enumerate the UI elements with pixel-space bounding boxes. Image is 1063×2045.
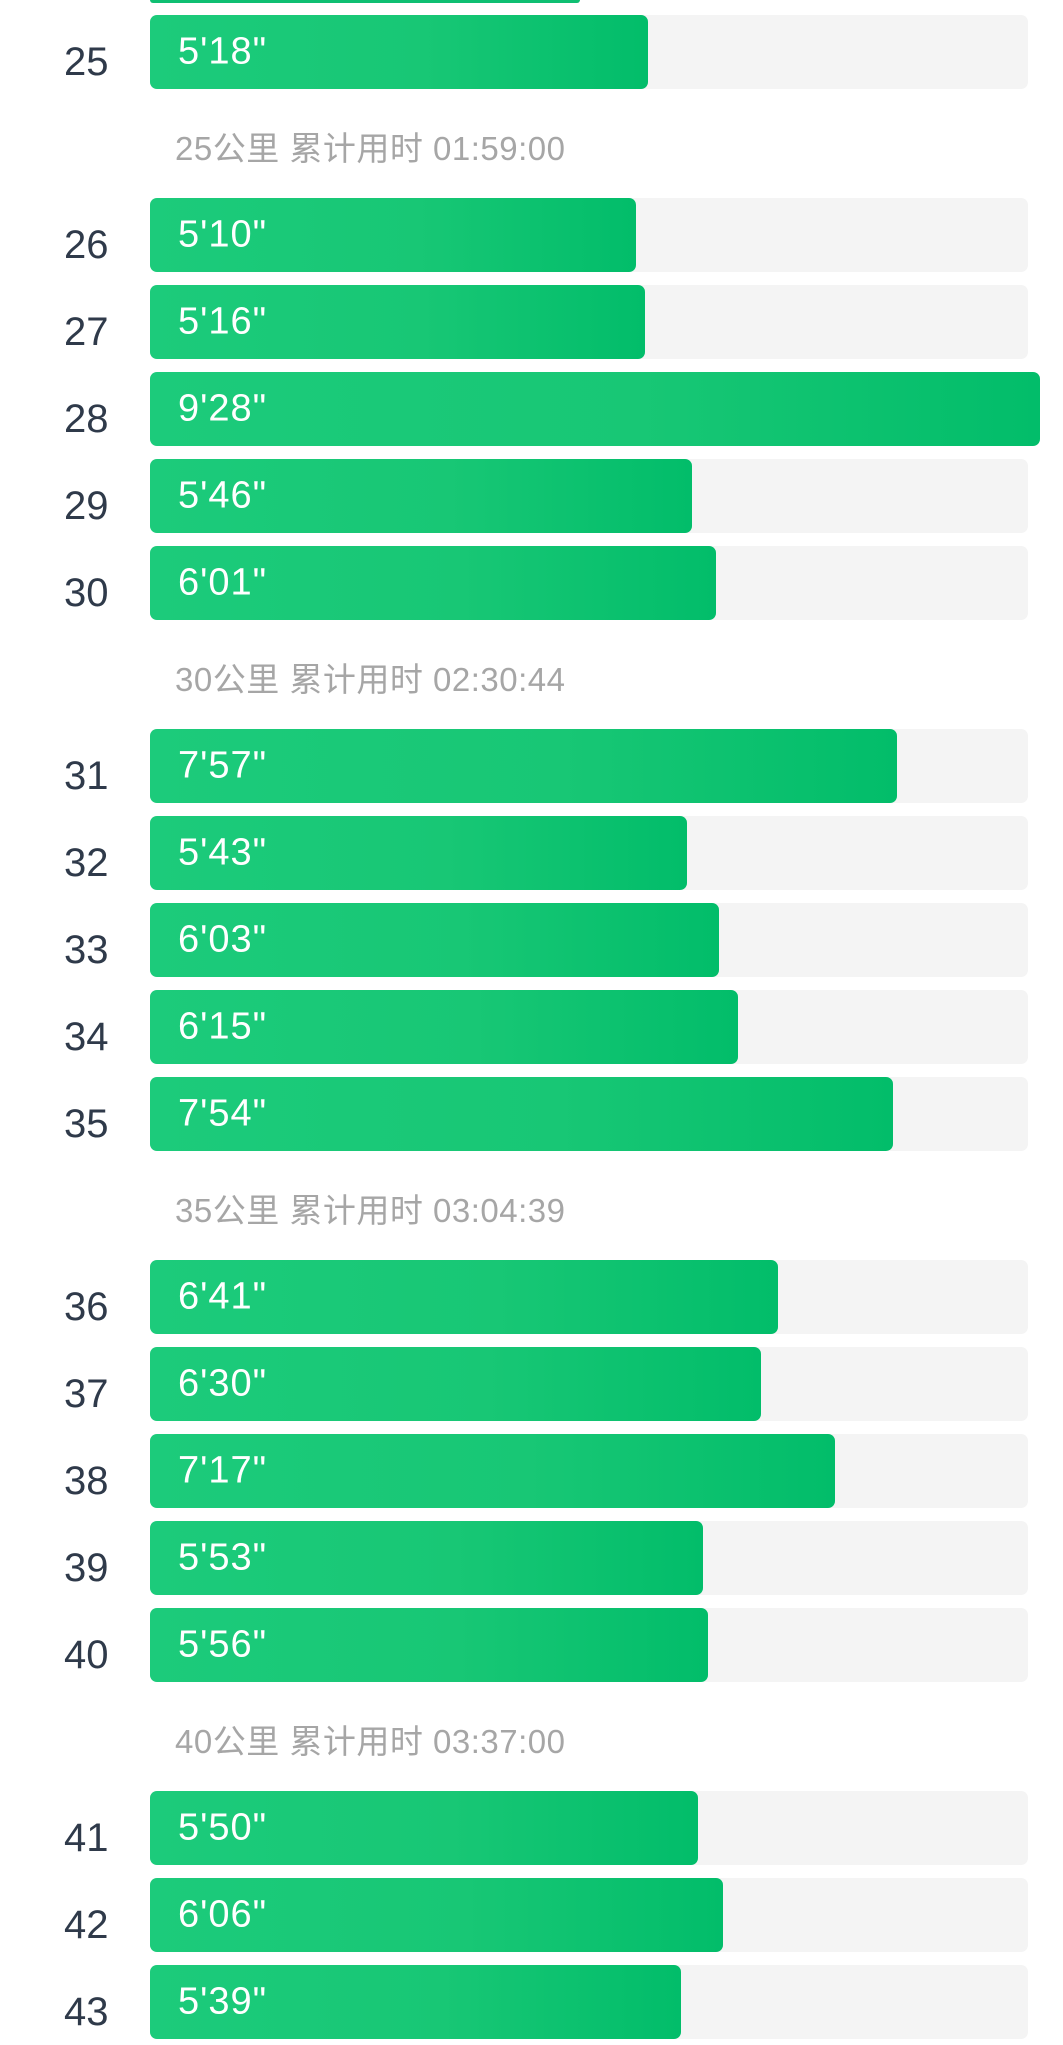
split-km-label: 32 (64, 841, 109, 885)
split-pace-value: 7'54" (178, 1092, 268, 1135)
split-km-label: 41 (64, 1816, 109, 1860)
split-pace-bar: 7'17" (150, 1434, 835, 1508)
split-pace-bar: 5'53" (150, 1521, 703, 1595)
split-km-label: 34 (64, 1015, 109, 1059)
split-km-label: 30 (64, 571, 109, 615)
split-km-label: 31 (64, 754, 109, 798)
split-km-label: 27 (64, 310, 109, 354)
split-pace-value: 6'15" (178, 1005, 268, 1048)
split-pace-bar: 6'30" (150, 1347, 761, 1421)
split-pace-bar: 5'16" (150, 285, 645, 359)
split-km-label: 37 (64, 1372, 109, 1416)
split-km-label: 36 (64, 1285, 109, 1329)
split-pace-value: 7'17" (178, 1449, 268, 1492)
split-pace-value: 5'53" (178, 1536, 268, 1579)
cumulative-time-summary: 40公里 累计用时 03:37:00 (175, 1723, 566, 1760)
cumulative-time-summary: 30公里 累计用时 02:30:44 (175, 661, 566, 698)
split-pace-bar: 5'39" (150, 1965, 681, 2039)
split-km-label: 38 (64, 1459, 109, 1503)
split-pace-bar: 6'06" (150, 1878, 723, 1952)
split-pace-value: 7'57" (178, 744, 268, 787)
split-pace-bar: 6'41" (150, 1260, 778, 1334)
split-pace-bar: 5'18" (150, 15, 648, 89)
split-km-label: 39 (64, 1546, 109, 1590)
split-pace-bar: 9'28" (150, 372, 1040, 446)
split-pace-value: 5'10" (178, 213, 268, 256)
split-pace-value: 9'28" (178, 387, 268, 430)
split-pace-bar: 7'54" (150, 1077, 893, 1151)
split-pace-value: 6'01" (178, 561, 268, 604)
split-km-label: 25 (64, 40, 109, 84)
split-pace-bar: 5'46" (150, 459, 692, 533)
split-km-label: 26 (64, 223, 109, 267)
split-pace-value: 5'16" (178, 300, 268, 343)
split-pace-bar: 5'10" (150, 198, 636, 272)
split-km-label: 33 (64, 928, 109, 972)
split-km-label: 35 (64, 1102, 109, 1146)
split-pace-value: 5'18" (178, 30, 268, 73)
split-pace-bar: 7'57" (150, 729, 897, 803)
split-km-label: 28 (64, 397, 109, 441)
cumulative-time-summary: 35公里 累计用时 03:04:39 (175, 1192, 566, 1229)
split-pace-value: 5'43" (178, 831, 268, 874)
split-pace-value: 5'50" (178, 1806, 268, 1849)
previous-bar-edge (150, 0, 580, 3)
cumulative-time-summary: 25公里 累计用时 01:59:00 (175, 130, 566, 167)
split-pace-value: 6'41" (178, 1275, 268, 1318)
split-km-label: 43 (64, 1990, 109, 2034)
split-pace-value: 6'03" (178, 918, 268, 961)
split-pace-bar: 5'43" (150, 816, 687, 890)
split-pace-bar: 5'50" (150, 1791, 698, 1865)
split-pace-value: 6'06" (178, 1893, 268, 1936)
split-pace-value: 5'46" (178, 474, 268, 517)
split-km-label: 29 (64, 484, 109, 528)
split-pace-value: 6'30" (178, 1362, 268, 1405)
split-pace-bar: 6'01" (150, 546, 716, 620)
split-pace-bar: 6'03" (150, 903, 719, 977)
split-km-label: 40 (64, 1633, 109, 1677)
split-pace-value: 5'39" (178, 1980, 268, 2023)
split-pace-bar: 5'56" (150, 1608, 708, 1682)
split-km-label: 42 (64, 1903, 109, 1947)
split-pace-value: 5'56" (178, 1623, 268, 1666)
split-pace-bar: 6'15" (150, 990, 738, 1064)
